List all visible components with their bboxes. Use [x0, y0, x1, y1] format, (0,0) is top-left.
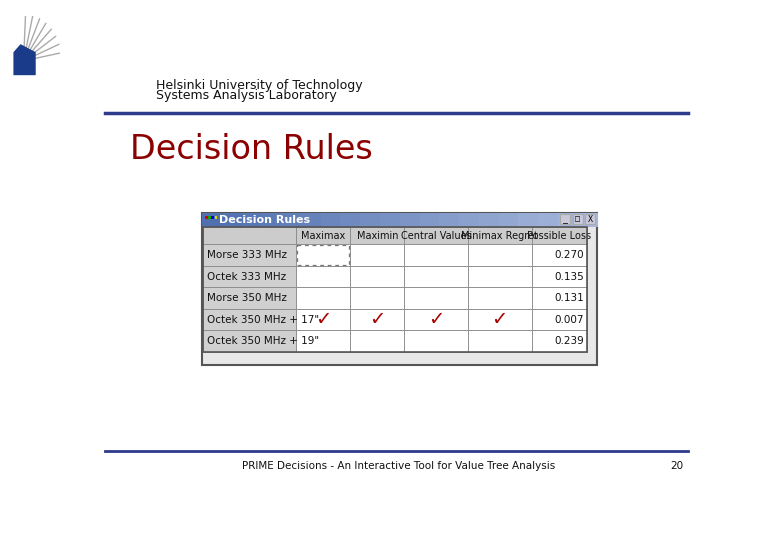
Text: Octek 350 MHz + 19": Octek 350 MHz + 19"	[207, 336, 319, 346]
FancyBboxPatch shape	[202, 213, 222, 226]
Text: 0.131: 0.131	[555, 293, 584, 303]
Text: PRIME Decisions - An Interactive Tool for Value Tree Analysis: PRIME Decisions - An Interactive Tool fo…	[242, 461, 555, 470]
Text: _: _	[562, 215, 568, 224]
FancyBboxPatch shape	[538, 213, 558, 226]
FancyBboxPatch shape	[404, 227, 468, 244]
FancyBboxPatch shape	[479, 213, 499, 226]
FancyBboxPatch shape	[281, 213, 301, 226]
FancyBboxPatch shape	[459, 213, 479, 226]
FancyBboxPatch shape	[296, 309, 350, 330]
FancyBboxPatch shape	[350, 244, 404, 266]
FancyBboxPatch shape	[296, 287, 350, 309]
Text: Maximin: Maximin	[356, 231, 398, 241]
Text: Possible Loss: Possible Loss	[527, 231, 591, 241]
FancyBboxPatch shape	[360, 213, 381, 226]
FancyBboxPatch shape	[301, 213, 321, 226]
Polygon shape	[13, 44, 36, 75]
Text: Decision Rules: Decision Rules	[219, 214, 310, 225]
FancyBboxPatch shape	[404, 244, 468, 266]
FancyBboxPatch shape	[203, 330, 296, 352]
FancyBboxPatch shape	[531, 266, 587, 287]
Text: Morse 350 MHz: Morse 350 MHz	[207, 293, 287, 303]
FancyBboxPatch shape	[203, 227, 296, 244]
Text: Decision Rules: Decision Rules	[130, 132, 373, 166]
FancyBboxPatch shape	[350, 266, 404, 287]
FancyBboxPatch shape	[380, 213, 400, 226]
FancyBboxPatch shape	[468, 266, 531, 287]
FancyBboxPatch shape	[208, 217, 211, 219]
FancyBboxPatch shape	[404, 287, 468, 309]
Text: ✓: ✓	[315, 310, 332, 329]
FancyBboxPatch shape	[468, 330, 531, 352]
FancyBboxPatch shape	[350, 227, 404, 244]
Text: ✓: ✓	[369, 310, 385, 329]
Text: Central Values: Central Values	[401, 231, 472, 241]
Text: 20: 20	[670, 461, 683, 470]
FancyBboxPatch shape	[203, 287, 296, 309]
FancyBboxPatch shape	[350, 287, 404, 309]
FancyBboxPatch shape	[321, 213, 341, 226]
FancyBboxPatch shape	[399, 213, 420, 226]
FancyBboxPatch shape	[350, 330, 404, 352]
FancyBboxPatch shape	[404, 330, 468, 352]
FancyBboxPatch shape	[531, 330, 587, 352]
FancyBboxPatch shape	[531, 244, 587, 266]
FancyBboxPatch shape	[340, 213, 360, 226]
FancyBboxPatch shape	[420, 213, 440, 226]
FancyBboxPatch shape	[296, 330, 350, 352]
Text: ✓: ✓	[491, 310, 508, 329]
Text: X: X	[587, 215, 593, 224]
FancyBboxPatch shape	[468, 309, 531, 330]
Text: 0.135: 0.135	[555, 272, 584, 281]
Text: Systems Analysis Laboratory: Systems Analysis Laboratory	[156, 90, 336, 103]
FancyBboxPatch shape	[222, 213, 242, 226]
Text: Maximax: Maximax	[301, 231, 345, 241]
Text: 0.270: 0.270	[555, 250, 584, 260]
FancyBboxPatch shape	[202, 213, 597, 365]
FancyBboxPatch shape	[468, 227, 531, 244]
FancyBboxPatch shape	[261, 213, 282, 226]
Text: 0.007: 0.007	[555, 315, 584, 325]
FancyBboxPatch shape	[203, 244, 296, 266]
FancyBboxPatch shape	[211, 217, 214, 219]
FancyBboxPatch shape	[439, 213, 459, 226]
FancyBboxPatch shape	[203, 266, 296, 287]
FancyBboxPatch shape	[531, 287, 587, 309]
FancyBboxPatch shape	[350, 309, 404, 330]
FancyBboxPatch shape	[215, 217, 217, 219]
FancyBboxPatch shape	[468, 287, 531, 309]
Text: Octek 333 MHz: Octek 333 MHz	[207, 272, 286, 281]
FancyBboxPatch shape	[296, 266, 350, 287]
FancyBboxPatch shape	[573, 214, 583, 224]
Text: Helsinki University of Technology: Helsinki University of Technology	[156, 79, 362, 92]
Text: ✓: ✓	[428, 310, 445, 329]
FancyBboxPatch shape	[531, 227, 587, 244]
Text: Minimax Regret: Minimax Regret	[461, 231, 538, 241]
FancyBboxPatch shape	[205, 217, 207, 219]
FancyBboxPatch shape	[558, 213, 578, 226]
FancyBboxPatch shape	[519, 213, 538, 226]
FancyBboxPatch shape	[560, 214, 570, 224]
FancyBboxPatch shape	[296, 227, 350, 244]
FancyBboxPatch shape	[531, 309, 587, 330]
FancyBboxPatch shape	[404, 266, 468, 287]
Text: 0.239: 0.239	[555, 336, 584, 346]
FancyBboxPatch shape	[203, 309, 296, 330]
FancyBboxPatch shape	[585, 214, 595, 224]
FancyBboxPatch shape	[498, 213, 519, 226]
FancyBboxPatch shape	[242, 213, 262, 226]
FancyBboxPatch shape	[468, 244, 531, 266]
FancyBboxPatch shape	[578, 213, 597, 226]
Text: □: □	[575, 215, 580, 224]
Text: Morse 333 MHz: Morse 333 MHz	[207, 250, 287, 260]
FancyBboxPatch shape	[296, 244, 350, 266]
Text: Octek 350 MHz + 17": Octek 350 MHz + 17"	[207, 315, 319, 325]
FancyBboxPatch shape	[404, 309, 468, 330]
